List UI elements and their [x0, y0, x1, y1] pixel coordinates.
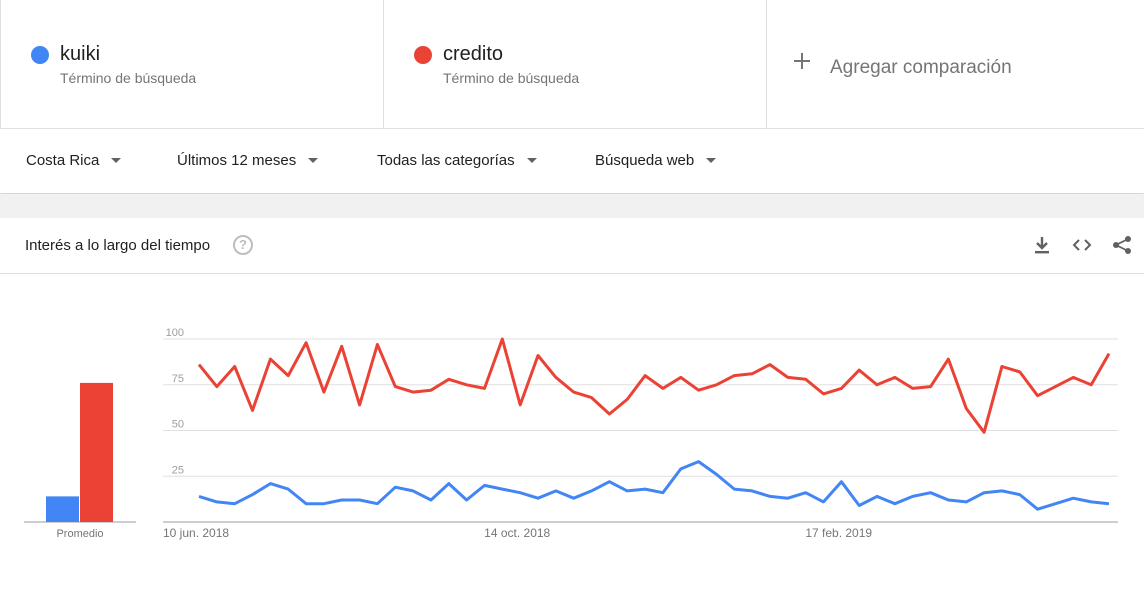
term-color-dot-icon: [414, 46, 432, 64]
x-tick-label: 10 jun. 2018: [163, 526, 229, 540]
x-tick-label: 14 oct. 2018: [484, 526, 550, 540]
add-comparison-label: Agregar comparación: [830, 57, 1012, 78]
average-bar-kuiki: [46, 496, 79, 522]
interest-over-time-card: Interés a lo largo del tiempo ? Promedio…: [0, 218, 1144, 606]
search-type-filter-label: Búsqueda web: [595, 152, 695, 169]
embed-code-icon[interactable]: [1071, 234, 1093, 256]
interest-chart: Promedio 25 50 75 100 10 jun. 2018 14 oct. 2…: [24, 327, 1118, 540]
search-type-filter[interactable]: Búsqueda web: [595, 152, 717, 169]
add-comparison-button[interactable]: Agregar comparación: [766, 0, 1144, 129]
region-filter-label: Costa Rica: [26, 152, 100, 169]
chart-grid: 25 50 75 100: [163, 327, 1118, 523]
term-subtitle: Término de búsqueda: [60, 70, 197, 86]
search-terms-bar: kuiki Término de búsqueda credito Términ…: [0, 0, 1144, 129]
section-gap: [0, 194, 1144, 218]
line-chart: 10 jun. 2018 14 oct. 2018 17 feb. 2019: [163, 337, 1111, 540]
term-card-credito[interactable]: credito Término de búsqueda: [383, 0, 766, 129]
download-icon[interactable]: [1031, 234, 1053, 256]
plus-icon: [793, 52, 811, 70]
y-tick-label: 75: [172, 373, 184, 385]
caret-down-icon: [308, 158, 319, 163]
term-color-dot-icon: [31, 46, 49, 64]
period-filter-label: Últimos 12 meses: [177, 152, 297, 169]
question-circle-icon[interactable]: ?: [233, 235, 253, 255]
average-bar-credito: [80, 382, 113, 522]
term-card-kuiki[interactable]: kuiki Término de búsqueda: [0, 0, 383, 129]
x-tick-label: 17 feb. 2019: [805, 526, 872, 540]
series-line-credito: [197, 337, 1111, 434]
caret-down-icon: [706, 158, 717, 163]
y-tick-label: 100: [166, 327, 184, 339]
term-name: kuiki: [60, 43, 101, 65]
category-filter[interactable]: Todas las categorías: [377, 152, 537, 169]
term-name: credito: [443, 43, 504, 65]
category-filter-label: Todas las categorías: [377, 152, 515, 169]
series-line-kuiki: [198, 460, 1110, 511]
y-tick-label: 25: [172, 464, 184, 476]
average-label: Promedio: [56, 528, 103, 540]
average-bar-chart: Promedio: [24, 382, 136, 540]
term-subtitle: Término de búsqueda: [443, 70, 580, 86]
filter-bar: Costa Rica Últimos 12 meses Todas las ca…: [0, 129, 1144, 193]
region-filter[interactable]: Costa Rica: [26, 152, 122, 169]
caret-down-icon: [526, 158, 537, 163]
caret-down-icon: [111, 158, 122, 163]
card-header: Interés a lo largo del tiempo ?: [0, 218, 1144, 274]
period-filter[interactable]: Últimos 12 meses: [177, 152, 319, 169]
y-tick-label: 50: [172, 419, 184, 431]
card-title: Interés a lo largo del tiempo: [25, 237, 211, 254]
share-icon[interactable]: [1111, 234, 1133, 256]
